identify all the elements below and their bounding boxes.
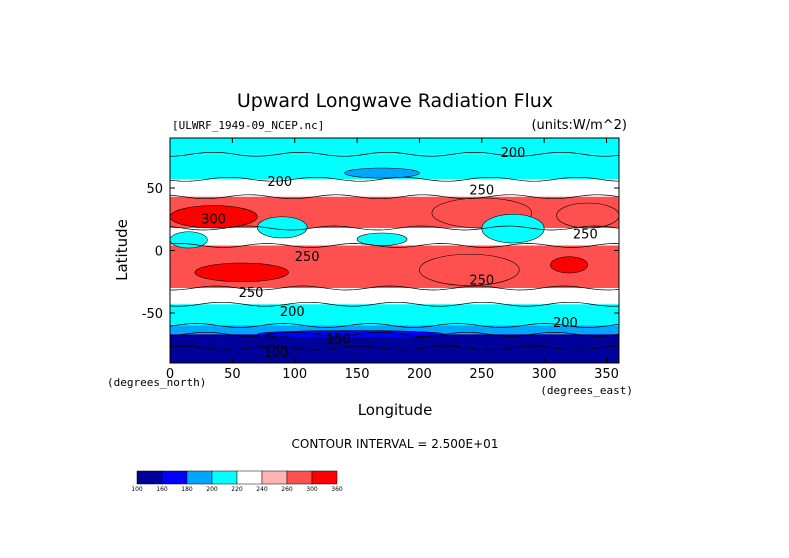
colorbar-level-label: 260	[281, 486, 293, 493]
x-axis-title: Longitude	[358, 401, 433, 419]
contour-line	[169, 243, 620, 248]
colorbar-level-label: 220	[231, 486, 243, 493]
source-label: [ULWRF_1949-09_NCEP.nc]	[172, 119, 324, 132]
colorbar-level-label: 300	[306, 486, 318, 493]
colorbar-level-label: 200	[206, 486, 218, 493]
contour-line	[169, 345, 620, 351]
colorbar-swatch	[261, 470, 288, 485]
region-patch	[356, 232, 408, 246]
colorbar-swatch	[186, 470, 213, 485]
x-tick-label: 0	[166, 367, 174, 382]
contour-label: 250	[469, 274, 494, 289]
region-patch	[194, 262, 289, 283]
latitude-band	[170, 288, 619, 305]
x-tick-label: 250	[469, 367, 494, 382]
colorbar-swatch	[236, 470, 263, 485]
x-tick-label: 350	[594, 367, 619, 382]
y-tick-label: 0	[155, 245, 163, 260]
contour-label: 200	[267, 175, 292, 190]
region-patch	[344, 167, 420, 179]
colorbar-level-label: 360	[331, 486, 343, 493]
x-tick-label: 100	[282, 367, 307, 382]
y-axis-title: Latitude	[113, 219, 131, 281]
colorbar-level-label: 180	[181, 486, 193, 493]
colorbar-swatch	[136, 470, 163, 485]
contour-label: 300	[201, 212, 226, 227]
contour-line	[169, 323, 620, 328]
contour-line	[169, 194, 620, 200]
colorbar-level-label: 160	[156, 486, 168, 493]
latitude-band	[170, 325, 619, 335]
axis-ticks: 0 50 100 150 200 250 300 350 50 0 -50	[142, 138, 619, 382]
contour-label: 250	[295, 250, 320, 265]
x-unit-label: (degrees_east)	[540, 384, 633, 397]
region-patch	[550, 256, 589, 274]
contour-interval-note: CONTOUR INTERVAL = 2.500E+01	[292, 437, 499, 451]
data-field	[169, 138, 620, 363]
region-patch	[556, 202, 620, 229]
colorbar-swatch	[311, 470, 338, 485]
contour-label: 100	[264, 346, 289, 361]
contour-label: 250	[469, 184, 494, 199]
y-unit-label: (degrees_north)	[107, 376, 206, 389]
colorbar-swatch	[161, 470, 188, 485]
latitude-band	[170, 304, 619, 326]
latitude-band	[170, 138, 619, 155]
colorbar-swatch	[211, 470, 238, 485]
x-tick-label: 150	[345, 367, 370, 382]
colorbar: 100 160 180 200 220 240 260 300 360	[131, 470, 343, 493]
x-tick-label: 200	[407, 367, 432, 382]
contour-line	[169, 176, 620, 182]
x-tick-label: 300	[532, 367, 557, 382]
colorbar-level-label: 100	[131, 486, 143, 493]
contour-label: 200	[280, 305, 305, 320]
contour-line	[169, 225, 620, 231]
latitude-band	[170, 179, 619, 197]
latitude-band	[170, 334, 619, 363]
x-tick-label: 50	[224, 367, 241, 382]
chart-title: Upward Longwave Radiation Flux	[237, 90, 553, 112]
contour-line	[169, 151, 620, 157]
contour-line	[170, 285, 620, 291]
y-tick-label: 50	[146, 182, 163, 197]
contour-label: 150	[326, 332, 351, 347]
region-patch	[257, 330, 445, 339]
contour-labels: 200 200 250 300 250 250 250 250 200 200 150 100	[201, 146, 598, 361]
region-patch	[419, 253, 520, 286]
units-label: (units:W/m^2)	[531, 118, 627, 133]
region-patch	[257, 216, 308, 239]
contour-label: 250	[239, 286, 264, 301]
contour-line	[169, 331, 620, 337]
colorbar-swatch	[286, 470, 313, 485]
contour-label: 200	[553, 316, 578, 331]
y-tick-label: -50	[142, 307, 163, 322]
contour-label: 250	[573, 227, 598, 242]
contour-label: 200	[501, 146, 526, 161]
colorbar-level-label: 240	[256, 486, 268, 493]
contour-line	[169, 301, 620, 307]
